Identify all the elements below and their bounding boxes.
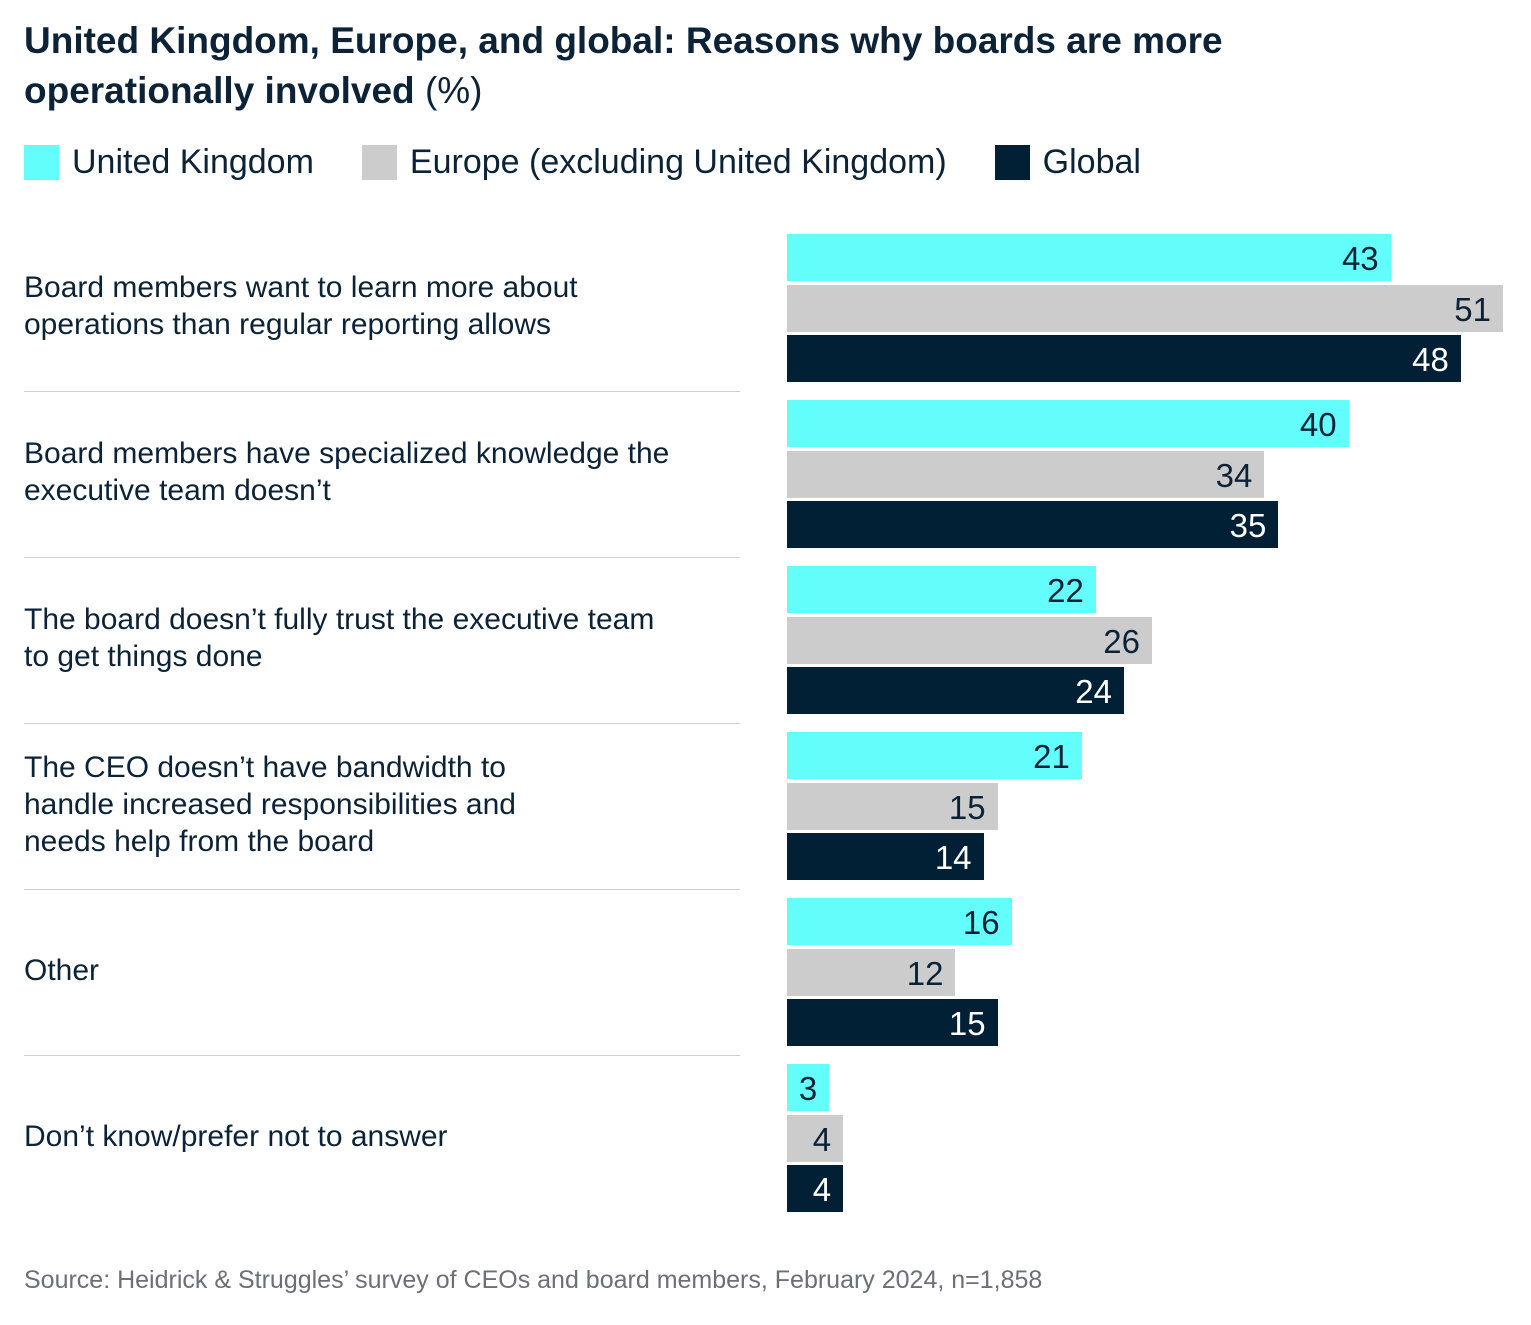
data-label: 35 [1229, 507, 1267, 544]
separator-line [24, 557, 740, 558]
legend: United Kingdom Europe (excluding United K… [24, 143, 1189, 182]
legend-item: Global [994, 143, 1141, 182]
data-label: 24 [1075, 673, 1112, 710]
legend-label: Europe (excluding United Kingdom) [409, 143, 947, 181]
category-label: The board doesn’t fully trust the execut… [24, 603, 655, 673]
data-label: 22 [1047, 572, 1084, 609]
legend-label: United Kingdom [72, 143, 314, 181]
legend-item: United Kingdom [24, 143, 314, 182]
category-label: The CEO doesn’t have bandwidth to handle… [24, 750, 516, 858]
bar: 16 [787, 898, 1012, 945]
bar: 24 [787, 667, 1124, 714]
data-label: 12 [906, 954, 944, 992]
legend-swatch [361, 145, 397, 180]
bar: 34 [787, 450, 1265, 498]
separator-line [24, 723, 740, 724]
data-label: 26 [1103, 622, 1141, 660]
bar: 14 [787, 833, 984, 880]
separator-line [24, 391, 740, 392]
bar: 4 [787, 1114, 844, 1162]
data-label: 21 [1033, 738, 1070, 775]
separator-line [24, 889, 740, 890]
category-label: Board members want to learn more about o… [24, 271, 578, 341]
bar: 3 [787, 1064, 830, 1111]
data-label: 14 [934, 839, 972, 876]
bar: 4 [787, 1165, 844, 1212]
data-label: 48 [1412, 341, 1449, 378]
bar: 15 [787, 999, 998, 1046]
bar: 40 [787, 400, 1349, 447]
data-label: 4 [812, 1120, 832, 1158]
legend-swatch [994, 145, 1030, 180]
data-label: 51 [1454, 290, 1491, 328]
legend-swatch [24, 145, 59, 180]
category-label: Other [24, 953, 100, 987]
bar: 22 [787, 566, 1096, 613]
data-label: 4 [812, 1171, 832, 1208]
bar: 15 [787, 782, 998, 830]
bar: 35 [787, 501, 1279, 548]
category-label: Board members have specialized knowledge… [24, 437, 670, 507]
bar: 51 [787, 284, 1503, 332]
data-label: 16 [962, 904, 1000, 941]
data-label: 43 [1341, 240, 1379, 277]
bar: 48 [787, 335, 1461, 382]
category-label: Don’t know/prefer not to answer [24, 1119, 448, 1153]
legend-item: Europe (excluding United Kingdom) [361, 143, 947, 182]
chart-title: United Kingdom, Europe, and global: Reas… [24, 16, 1424, 116]
bar: 21 [787, 732, 1082, 779]
bar: 43 [787, 234, 1391, 281]
separator-line [24, 1055, 740, 1056]
legend-label: Global [1042, 143, 1141, 181]
bar: 12 [787, 948, 956, 996]
data-label: 3 [798, 1070, 818, 1107]
bar: 26 [787, 616, 1153, 664]
source-note: Source: Heidrick & Struggles’ survey of … [24, 1266, 1043, 1294]
title-unit: (%) [424, 70, 483, 111]
data-label: 40 [1299, 406, 1337, 443]
data-label: 15 [948, 788, 986, 826]
data-label: 15 [948, 1005, 986, 1042]
data-label: 34 [1215, 456, 1253, 494]
title-bold: United Kingdom, Europe, and global: Reas… [24, 20, 1223, 111]
